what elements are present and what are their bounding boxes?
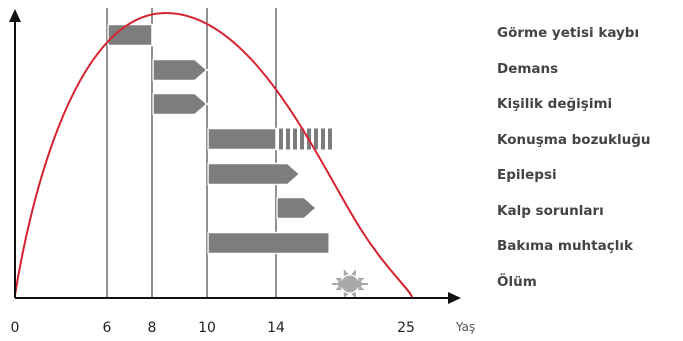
condition-bar-dash	[286, 128, 290, 150]
sun-ray	[335, 285, 342, 291]
sun-ray	[335, 277, 342, 283]
condition-arrow	[276, 196, 318, 220]
x-tick-labels: 0 6 8 10 14 25	[11, 320, 415, 336]
condition-bar-dash	[293, 128, 297, 150]
y-axis-arrow	[9, 9, 21, 22]
death-marker	[331, 269, 368, 299]
life-curve	[14, 11, 413, 298]
condition-bar-dash	[328, 128, 332, 150]
condition-bar-dash	[321, 128, 325, 150]
condition-bar	[207, 231, 330, 255]
condition-bar-dash	[314, 128, 318, 150]
x-tick-label: 10	[198, 320, 216, 336]
x-tick-label: 6	[103, 320, 112, 336]
legend-item: Bakıma muhtaçlık	[497, 238, 633, 254]
condition-bar	[207, 127, 277, 151]
legend-item: Epilepsi	[497, 167, 557, 183]
condition-bars	[107, 23, 332, 255]
condition-arrow	[207, 162, 301, 186]
condition-arrow	[152, 58, 209, 82]
sun-ray	[357, 285, 365, 291]
condition-bar-dash	[300, 128, 304, 150]
legend-item: Görme yetisi kaybı	[497, 25, 640, 41]
x-tick-label: 25	[397, 320, 415, 336]
legend-item: Konuşma bozukluğu	[497, 131, 651, 148]
legend-item: Kalp sorunları	[497, 202, 604, 219]
condition-arrow	[152, 92, 209, 116]
sun-ray	[351, 269, 356, 276]
sun-icon	[341, 275, 359, 293]
x-tick-label: 8	[148, 320, 157, 336]
x-axis-unit: Yaş	[455, 320, 475, 334]
sun-ray	[357, 277, 365, 283]
legend-item: Demans	[497, 60, 559, 77]
legend-item: Kişilik değişimi	[497, 96, 613, 112]
age-guide-lines	[106, 8, 277, 298]
x-tick-label: 14	[267, 320, 285, 336]
x-tick-label: 0	[11, 320, 20, 336]
legend-item: Ölüm	[497, 273, 537, 290]
axes	[9, 9, 461, 304]
sun-ray	[343, 269, 349, 276]
condition-legend: Görme yetisi kaybı Demans Kişilik değişi…	[497, 22, 651, 306]
condition-bar-dash	[279, 128, 283, 150]
x-axis-arrow	[448, 292, 461, 304]
